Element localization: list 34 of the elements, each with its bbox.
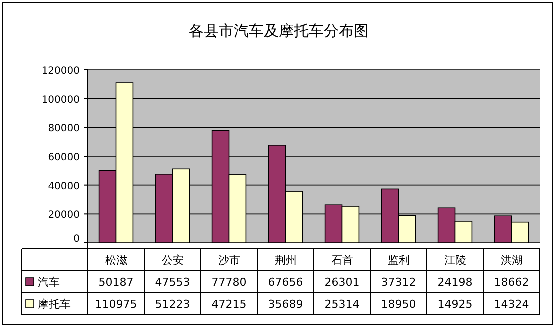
data-label: 47553 bbox=[155, 276, 190, 289]
data-label: 37312 bbox=[381, 276, 416, 289]
data-label: 18950 bbox=[381, 298, 416, 311]
x-tick-label: 公安 bbox=[162, 254, 184, 267]
x-tick-label: 松滋 bbox=[105, 254, 128, 267]
y-tick-label: 60000 bbox=[48, 152, 80, 164]
y-tick-label: 20000 bbox=[48, 210, 80, 222]
data-label: 77780 bbox=[212, 276, 247, 289]
data-label: 24198 bbox=[438, 276, 473, 289]
y-tick-label: 120000 bbox=[42, 66, 80, 77]
x-tick-label: 荆州 bbox=[274, 254, 297, 267]
data-label: 110975 bbox=[95, 298, 138, 311]
y-tick-label: 80000 bbox=[48, 124, 80, 135]
data-label: 25314 bbox=[324, 298, 360, 311]
data-label: 47215 bbox=[212, 298, 247, 311]
chart-title: 各县市汽车及摩托车分布图 bbox=[189, 22, 369, 40]
data-label: 18662 bbox=[494, 276, 530, 289]
legend-label: 摩托车 bbox=[38, 298, 71, 311]
data-label: 50187 bbox=[98, 276, 134, 289]
data-label: 14324 bbox=[494, 298, 530, 311]
y-tick-label: 40000 bbox=[48, 181, 80, 192]
x-tick-label: 监利 bbox=[388, 254, 410, 267]
x-tick-label: 洪湖 bbox=[500, 254, 523, 267]
legend-label: 汽车 bbox=[38, 276, 60, 289]
data-label: 14925 bbox=[438, 298, 473, 311]
data-label: 67656 bbox=[268, 276, 304, 289]
y-tick-label: 100000 bbox=[42, 94, 80, 106]
x-tick-label: 沙市 bbox=[218, 254, 240, 267]
x-tick-label: 石首 bbox=[331, 254, 354, 267]
y-tick-label: 0 bbox=[74, 234, 80, 245]
data-label: 51223 bbox=[155, 298, 190, 311]
data-label: 26301 bbox=[324, 276, 360, 289]
data-label: 35689 bbox=[268, 298, 304, 311]
x-tick-label: 江陵 bbox=[444, 254, 466, 267]
